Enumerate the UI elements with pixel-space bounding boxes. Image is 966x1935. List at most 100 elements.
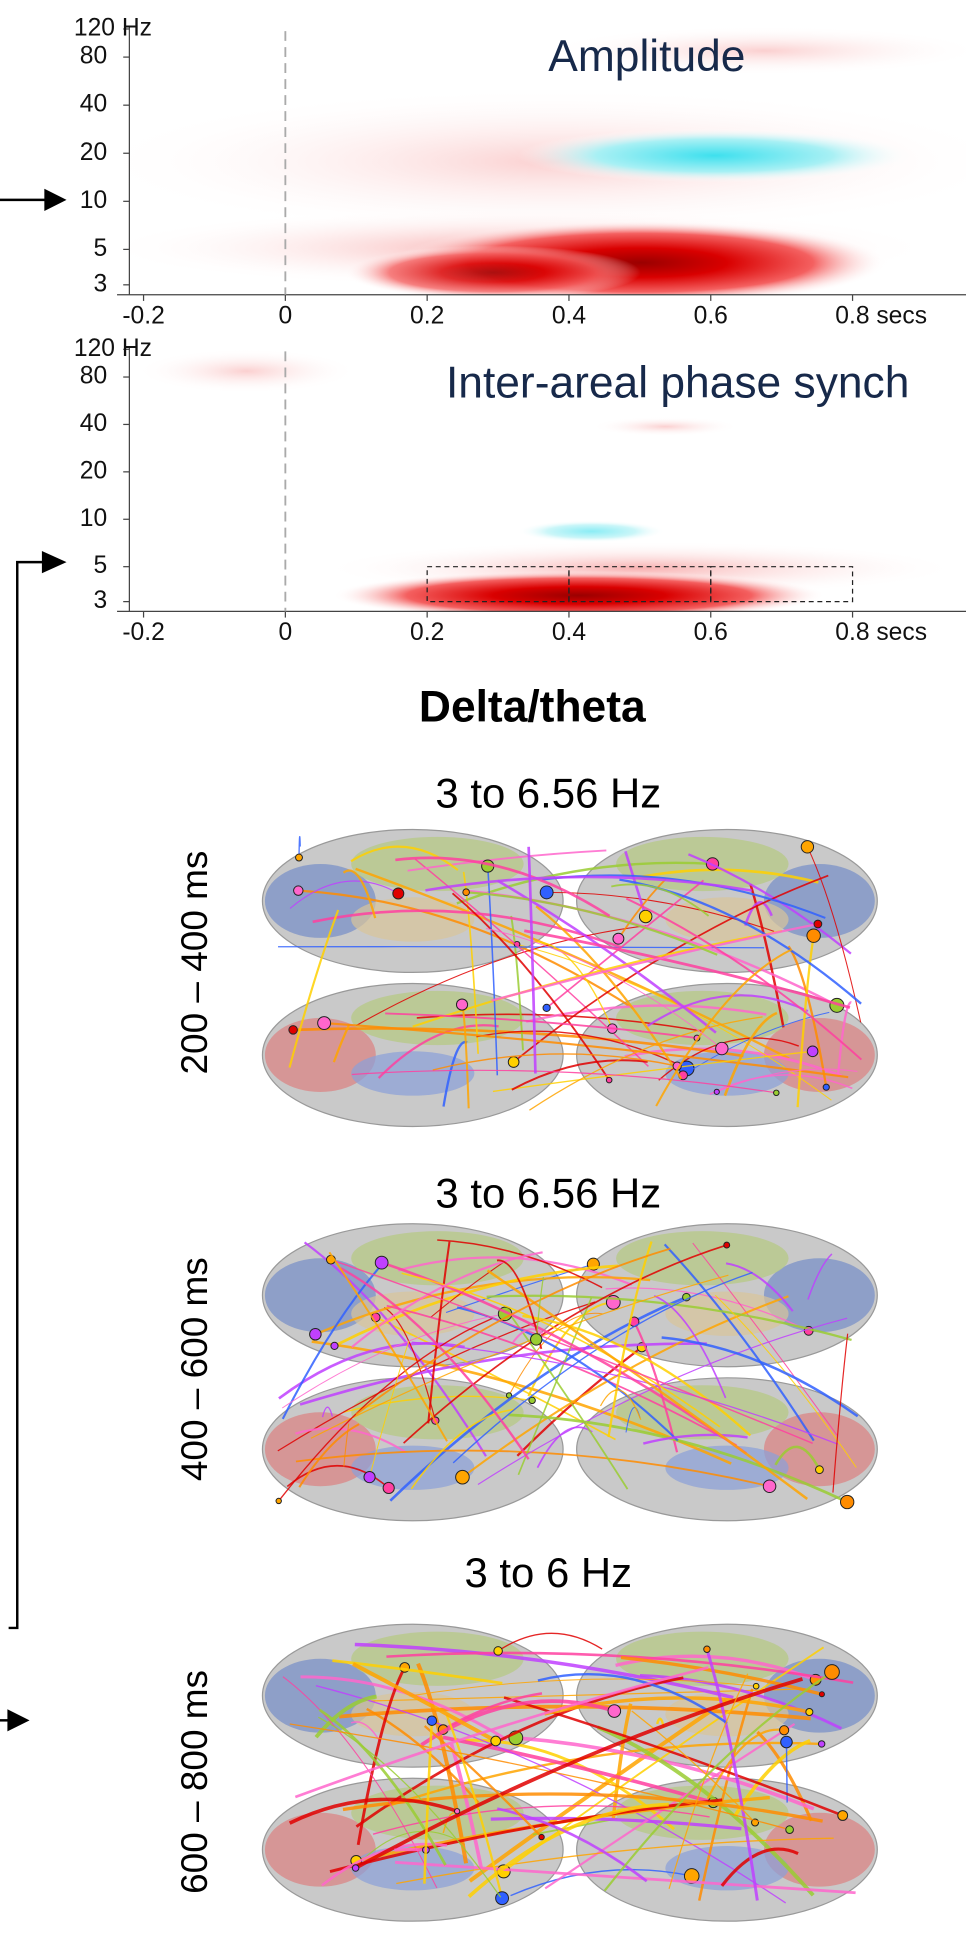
- connection: [476, 1030, 687, 1070]
- connection: [492, 1050, 813, 1093]
- connection: [295, 1449, 770, 1488]
- connection: [529, 1016, 763, 1111]
- connection: [756, 1730, 813, 1822]
- connection: [351, 1069, 777, 1094]
- window-label: 600 – 800 ms: [174, 1670, 215, 1894]
- node: [542, 1003, 551, 1012]
- connection: [611, 883, 710, 917]
- connection: [342, 869, 377, 919]
- connection: [298, 889, 634, 1010]
- node: [805, 1708, 814, 1717]
- connection: [299, 1342, 707, 1406]
- panel-title: Inter-areal phase synch: [446, 359, 909, 408]
- x-tick-label: 0.8 secs: [835, 302, 927, 329]
- connection: [445, 1714, 504, 1899]
- connection: [356, 1666, 406, 1846]
- y-tick-label: 40: [80, 410, 107, 437]
- connection: [692, 1242, 838, 1436]
- connection: [653, 1295, 727, 1399]
- connection: [289, 880, 399, 909]
- connection: [467, 1802, 669, 1899]
- node: [703, 1645, 711, 1653]
- node: [392, 887, 405, 900]
- x-tick-label: 0: [279, 619, 293, 646]
- connection: [537, 1673, 728, 1725]
- connection: [352, 1662, 497, 1743]
- node: [762, 1479, 777, 1494]
- connection: [423, 1720, 434, 1884]
- node: [818, 1691, 825, 1698]
- connection: [437, 1239, 603, 1289]
- x-tick-label: 0.8 secs: [835, 619, 927, 646]
- x-tick-label: 0.2: [410, 619, 444, 646]
- connection: [314, 1694, 377, 1739]
- node: [612, 932, 625, 945]
- node: [605, 1076, 613, 1084]
- connection: [639, 1674, 843, 1730]
- connection: [661, 1336, 859, 1418]
- node: [453, 1808, 461, 1815]
- connection: [497, 1632, 603, 1652]
- time-window: [710, 566, 854, 603]
- y-tick-label: 20: [80, 139, 107, 166]
- time-window: [426, 566, 570, 603]
- connection: [486, 1269, 808, 1500]
- connection: [725, 1262, 794, 1312]
- region: [665, 1445, 789, 1490]
- connection: [286, 1464, 390, 1489]
- connection: [633, 1321, 679, 1453]
- connection: [377, 1024, 499, 1079]
- band-label: 3 to 6.56 Hz: [435, 1170, 661, 1217]
- connection: [442, 1735, 714, 1805]
- connection: [427, 1241, 451, 1424]
- connection: [355, 925, 647, 1027]
- connection: [310, 1274, 729, 1439]
- connection: [524, 929, 851, 1009]
- connection: [330, 1259, 813, 1444]
- node: [330, 1341, 339, 1350]
- connection: [318, 1716, 502, 1898]
- connection: [354, 1677, 804, 1870]
- node: [824, 1664, 840, 1680]
- connection: [522, 1314, 752, 1437]
- node: [723, 1241, 731, 1249]
- connection: [720, 1847, 799, 1887]
- region: [264, 864, 376, 938]
- connection: [386, 1651, 854, 1684]
- connection: [532, 941, 613, 1029]
- connection: [486, 1294, 852, 1342]
- node: [293, 885, 304, 896]
- brain-networks: 3 to 6.56 Hz 200 – 400 ms 3 to 6.56 Hz 400 …: [174, 769, 878, 1922]
- y-tick-label: 120 Hz: [74, 335, 152, 362]
- node: [806, 928, 821, 943]
- connection: [716, 1068, 858, 1093]
- connection: [289, 1723, 790, 1831]
- amplitude-map: [123, 26, 966, 295]
- connection: [420, 1699, 615, 1747]
- connection: [510, 1868, 692, 1897]
- connection: [663, 1243, 815, 1442]
- node: [295, 853, 303, 862]
- x-tick-label: -0.2: [122, 302, 164, 329]
- node: [817, 1740, 826, 1748]
- connection: [512, 1328, 544, 1343]
- node: [780, 1735, 793, 1749]
- connection: [655, 948, 793, 1107]
- x-tick-label: 0.2: [410, 302, 444, 329]
- connection: [385, 1012, 698, 1039]
- connection: [723, 1011, 778, 1097]
- connection: [294, 1666, 709, 1799]
- connection: [485, 928, 723, 1049]
- connection: [281, 1313, 506, 1409]
- connection: [401, 1272, 721, 1428]
- band-label: 3 to 6 Hz: [465, 1549, 633, 1596]
- node: [462, 888, 470, 897]
- y-tick-label: 5: [93, 552, 107, 579]
- connection: [333, 1264, 619, 1348]
- region: [351, 897, 475, 942]
- connection: [423, 1725, 543, 1838]
- window-label: 400 – 600 ms: [174, 1257, 215, 1481]
- connection: [705, 1648, 759, 1901]
- connection: [385, 1741, 822, 1808]
